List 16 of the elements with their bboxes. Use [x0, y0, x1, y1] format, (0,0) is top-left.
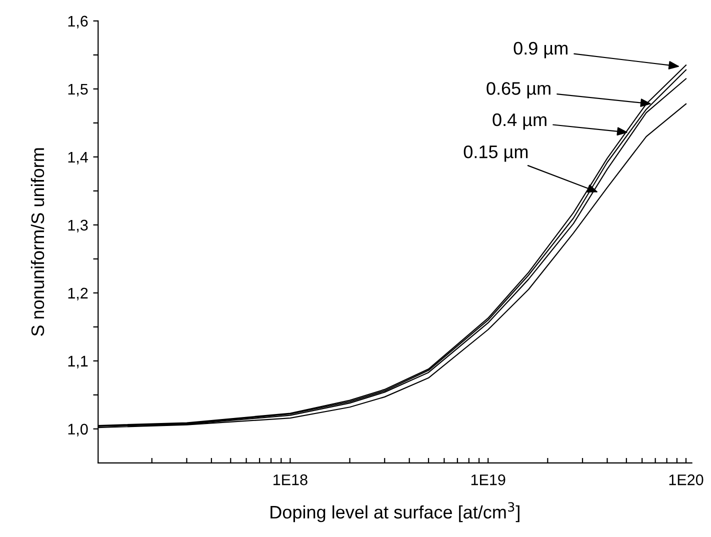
annotation: 0.4 µm — [492, 113, 546, 130]
y-tick-label: 1,2 — [68, 288, 88, 300]
annotation: 0.9 µm — [514, 42, 568, 58]
y-tick-label: 1,0 — [68, 424, 88, 436]
y-tick-label: 1,4 — [68, 152, 88, 164]
x-axis-title: Doping level at surface [at/cm$^{3}$] — [270, 502, 520, 522]
y-tick-label: 1,6 — [68, 16, 88, 28]
y-tick-label: 1,5 — [68, 84, 88, 96]
x-tick-label: 1E20 — [669, 474, 704, 486]
annotation: 0.65 µm — [486, 82, 550, 98]
x-tick-label: 1E18 — [274, 474, 308, 486]
annotation: 0.15 µm — [464, 145, 528, 162]
y-tick-label: 1,3 — [68, 220, 88, 232]
y-tick-label: 1,1 — [68, 356, 88, 368]
x-tick-label: 1E19 — [471, 474, 506, 486]
y-axis-title: S nonuniform/S uniform — [30, 148, 44, 336]
